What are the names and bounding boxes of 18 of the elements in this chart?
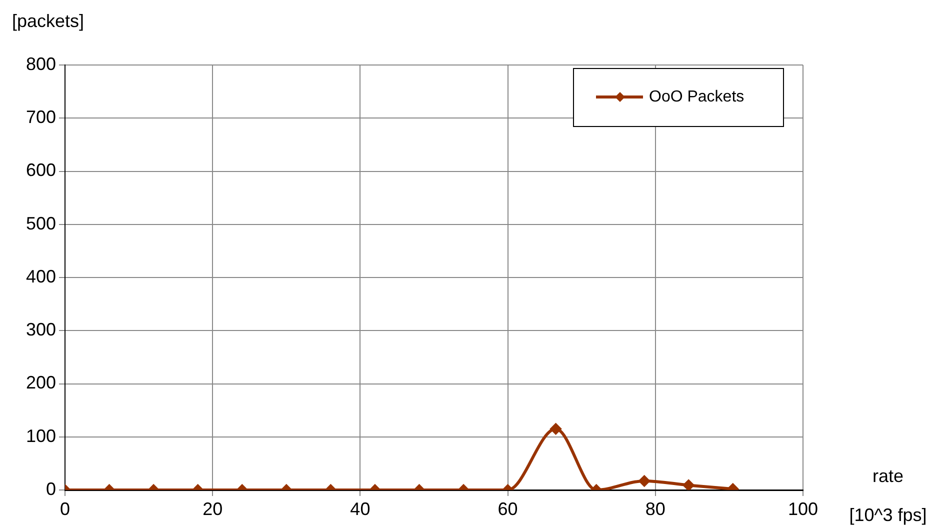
x-tick-label: 40 [350, 498, 370, 519]
y-tick-label: 800 [26, 54, 56, 74]
x-tick-label: 20 [202, 498, 223, 519]
x-axis-title: rate [10^3 fps] [849, 466, 927, 525]
y-tick-label: 700 [26, 107, 56, 128]
x-tick-label: 100 [788, 498, 818, 519]
y-tick-label: 300 [26, 320, 56, 340]
y-tick-label: 400 [26, 266, 56, 286]
y-axis-title: [packets] [12, 11, 84, 31]
legend-label: OoO Packets [649, 88, 744, 106]
y-tick-label: 600 [26, 160, 56, 180]
y-tick-label: 500 [26, 213, 56, 234]
y-tick-label: 200 [26, 372, 56, 393]
y-tick-label: 100 [26, 426, 56, 446]
x-tick-label: 80 [645, 498, 666, 519]
y-tick-label: 0 [46, 478, 56, 499]
x-tick-label: 0 [60, 498, 70, 519]
x-tick-label: 60 [498, 498, 518, 519]
